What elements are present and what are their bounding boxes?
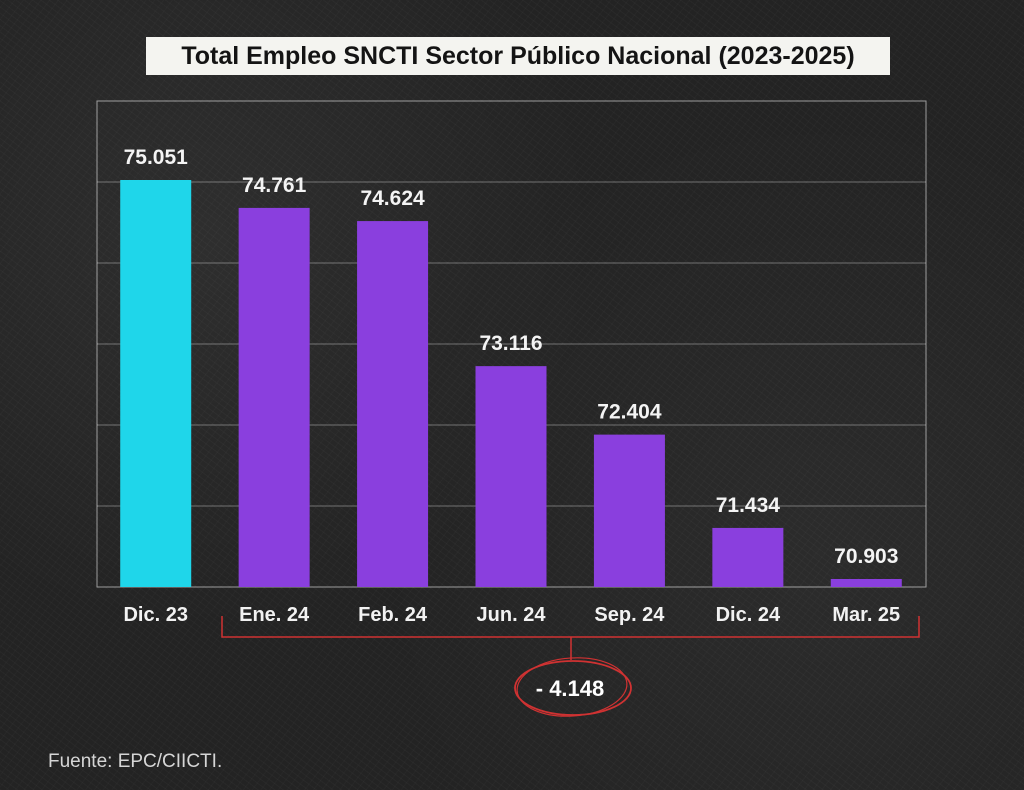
category-label: Dic. 23 [123, 604, 187, 626]
bar-layer [120, 180, 902, 587]
value-label: 71.434 [716, 494, 781, 517]
bar [830, 579, 902, 587]
value-label: 73.116 [479, 332, 542, 355]
annotation-layer: - 4.148 [221, 616, 920, 717]
bar [120, 180, 192, 587]
value-label: 75.051 [124, 146, 189, 169]
category-label: Mar. 25 [832, 604, 900, 626]
bar [475, 366, 547, 587]
bar [593, 434, 665, 587]
category-label: Sep. 24 [594, 604, 665, 626]
value-label: 70.903 [834, 545, 898, 568]
value-label: 72.404 [597, 401, 662, 424]
category-label: Feb. 24 [358, 604, 428, 626]
category-label: Jun. 24 [477, 604, 547, 626]
bar [712, 527, 784, 587]
bracket [221, 616, 920, 638]
difference-label: - 4.148 [536, 676, 605, 701]
label-layer: 75.051 Dic. 23 74.761 Ene. 24 74.624 Feb. 24 7… [123, 146, 900, 626]
source-note: Fuente: EPC/CIICTI. [48, 751, 223, 772]
highlight-circle [514, 660, 632, 716]
value-label: 74.624 [360, 187, 425, 210]
bar [238, 207, 310, 587]
category-label: Dic. 24 [716, 604, 781, 626]
highlight-circle [516, 657, 628, 717]
bar [357, 221, 429, 587]
category-label: Ene. 24 [239, 604, 310, 626]
chart-title: Total Empleo SNCTI Sector Público Nacion… [146, 37, 890, 75]
value-label: 74.761 [242, 174, 307, 197]
